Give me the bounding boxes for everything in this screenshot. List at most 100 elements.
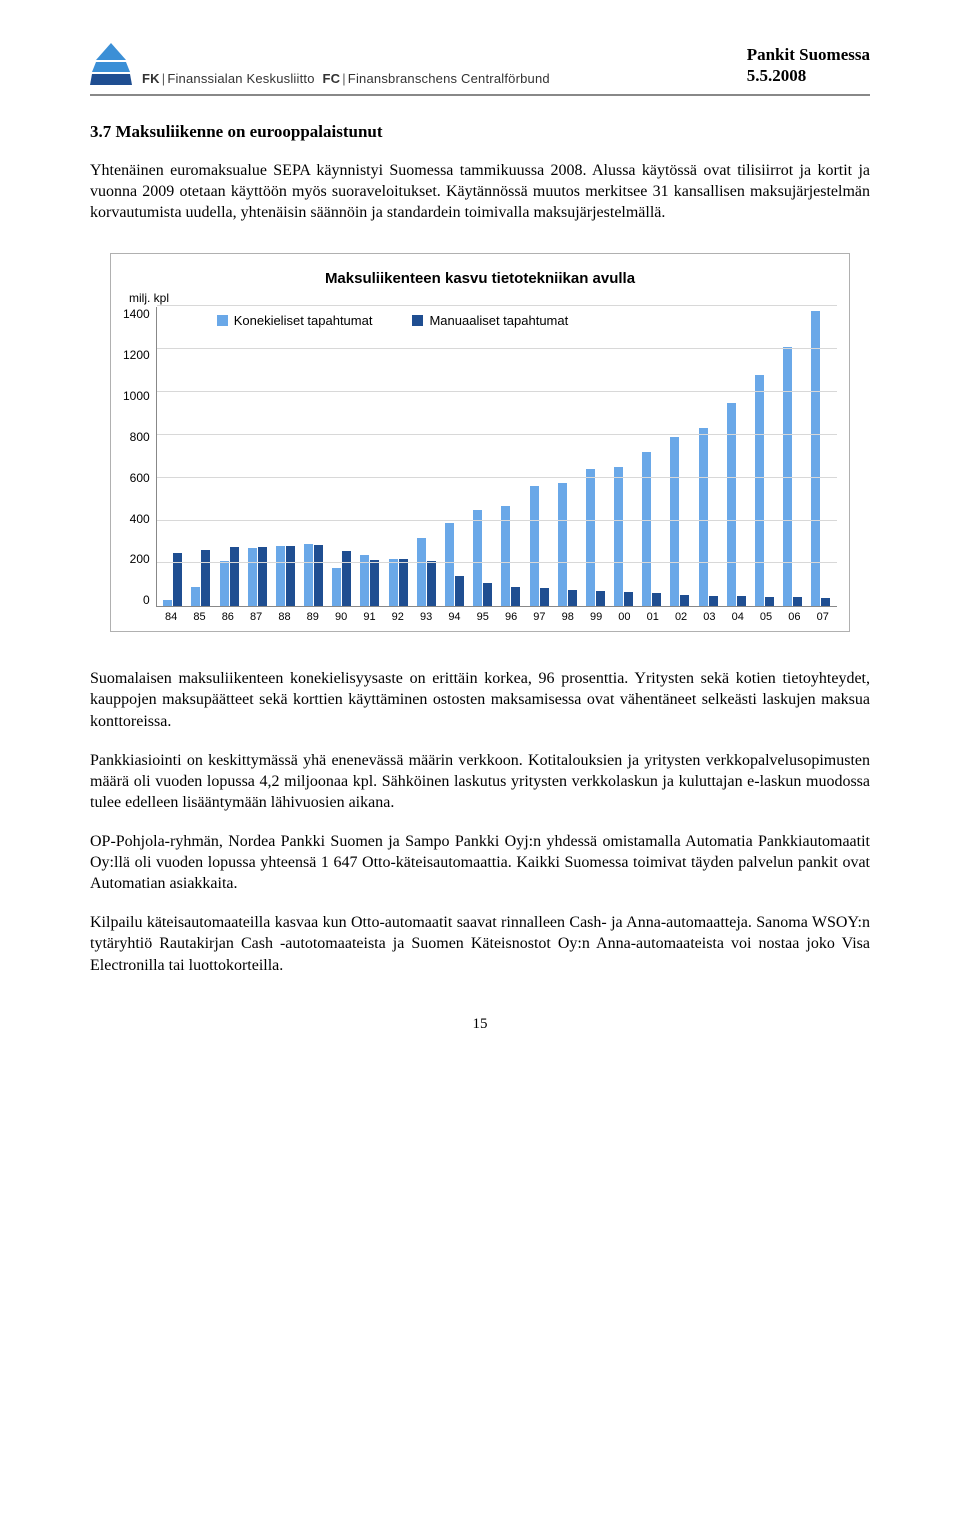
bar-group — [750, 375, 778, 606]
bar-series2 — [258, 547, 267, 606]
bar-series2 — [624, 592, 633, 606]
organization-logo-icon — [90, 40, 132, 88]
x-tick: 86 — [214, 611, 242, 623]
bar-series1 — [670, 437, 679, 606]
x-tick: 91 — [355, 611, 383, 623]
x-tick: 95 — [469, 611, 497, 623]
paragraph-1: Yhtenäinen euromaksualue SEPA käynnistyi… — [90, 160, 870, 223]
bar-group — [300, 544, 328, 606]
x-tick: 89 — [299, 611, 327, 623]
bar-group — [638, 452, 666, 606]
plot-area: Konekieliset tapahtumat Manuaaliset tapa… — [156, 307, 837, 607]
x-tick: 94 — [440, 611, 468, 623]
bar-series1 — [220, 561, 229, 606]
x-tick: 87 — [242, 611, 270, 623]
paragraph-5: Kilpailu käteisautomaateilla kasvaa kun … — [90, 912, 870, 975]
page-number: 15 — [90, 1016, 870, 1033]
bar-series1 — [699, 428, 708, 606]
bar-series2 — [737, 596, 746, 606]
bar-series1 — [304, 544, 313, 606]
bar-series1 — [473, 510, 482, 606]
bar-group — [412, 538, 440, 607]
bar-group — [440, 523, 468, 607]
chart-title: Maksuliikenteen kasvu tietotekniikan avu… — [123, 270, 837, 287]
y-tick: 1200 — [123, 348, 150, 362]
bar-series1 — [445, 523, 454, 607]
x-tick: 01 — [639, 611, 667, 623]
bar-series1 — [248, 548, 257, 606]
bar-series2 — [709, 596, 718, 607]
bar-group — [384, 559, 412, 606]
bar-series1 — [614, 467, 623, 606]
x-tick: 96 — [497, 611, 525, 623]
gridline — [157, 434, 837, 435]
bar-group — [159, 553, 187, 607]
x-tick: 06 — [780, 611, 808, 623]
bar-series2 — [427, 561, 436, 606]
x-tick: 97 — [525, 611, 553, 623]
bar-series2 — [314, 545, 323, 606]
bar-group — [497, 506, 525, 607]
bar-group — [469, 510, 497, 606]
x-tick: 03 — [695, 611, 723, 623]
bar-series2 — [821, 598, 830, 607]
bar-series1 — [276, 546, 285, 606]
gridline — [157, 305, 837, 306]
bar-group — [328, 551, 356, 607]
x-tick: 99 — [582, 611, 610, 623]
x-tick: 04 — [724, 611, 752, 623]
bar-series2 — [201, 550, 210, 607]
bar-series2 — [230, 547, 239, 606]
bar-series2 — [652, 593, 661, 606]
bar-series2 — [793, 597, 802, 606]
header-left: FK|Finanssialan Keskusliitto FC|Finansbr… — [90, 40, 550, 88]
y-tick: 1400 — [123, 307, 150, 321]
org-abbr-1: FK — [142, 71, 160, 86]
bar-series2 — [455, 576, 464, 606]
bar-series1 — [501, 506, 510, 607]
bar-group — [666, 437, 694, 606]
org-name-2: Finansbranschens Centralförbund — [348, 71, 550, 86]
paragraph-3: Pankkiasiointi on keskittymässä yhä enen… — [90, 750, 870, 813]
page-header: FK|Finanssialan Keskusliitto FC|Finansbr… — [90, 40, 870, 88]
gridline — [157, 391, 837, 392]
y-tick: 800 — [130, 430, 150, 444]
bar-series1 — [332, 568, 341, 607]
bar-series2 — [286, 546, 295, 606]
bar-series2 — [568, 590, 577, 606]
bar-group — [525, 486, 553, 606]
bar-series2 — [173, 553, 182, 607]
x-tick: 93 — [412, 611, 440, 623]
bar-group — [243, 547, 271, 606]
bar-group — [271, 546, 299, 606]
x-tick: 98 — [554, 611, 582, 623]
x-tick: 00 — [610, 611, 638, 623]
x-tick: 85 — [185, 611, 213, 623]
y-axis: 1400120010008006004002000 — [123, 307, 156, 607]
x-tick: 92 — [384, 611, 412, 623]
bar-series2 — [765, 597, 774, 607]
bar-series2 — [483, 583, 492, 607]
bar-series1 — [558, 483, 567, 606]
paragraph-4: OP-Pohjola-ryhmän, Nordea Pankki Suomen … — [90, 831, 870, 894]
x-tick: 90 — [327, 611, 355, 623]
x-tick: 02 — [667, 611, 695, 623]
y-tick: 400 — [130, 512, 150, 526]
x-tick: 84 — [157, 611, 185, 623]
bar-series2 — [370, 560, 379, 606]
doc-title: Pankit Suomessa — [747, 44, 870, 65]
bar-series1 — [417, 538, 426, 607]
org-abbr-2: FC — [322, 71, 340, 86]
gridline — [157, 348, 837, 349]
gridline — [157, 562, 837, 563]
bar-series1 — [642, 452, 651, 606]
y-axis-label: milj. kpl — [129, 291, 837, 305]
section-heading: 3.7 Maksuliikenne on eurooppalaistunut — [90, 122, 870, 142]
bar-series2 — [342, 551, 351, 607]
y-tick: 200 — [130, 552, 150, 566]
bar-group — [581, 469, 609, 606]
bar-group — [215, 547, 243, 606]
x-tick: 07 — [809, 611, 837, 623]
bar-series2 — [540, 588, 549, 606]
organization-name: FK|Finanssialan Keskusliitto FC|Finansbr… — [142, 71, 550, 88]
